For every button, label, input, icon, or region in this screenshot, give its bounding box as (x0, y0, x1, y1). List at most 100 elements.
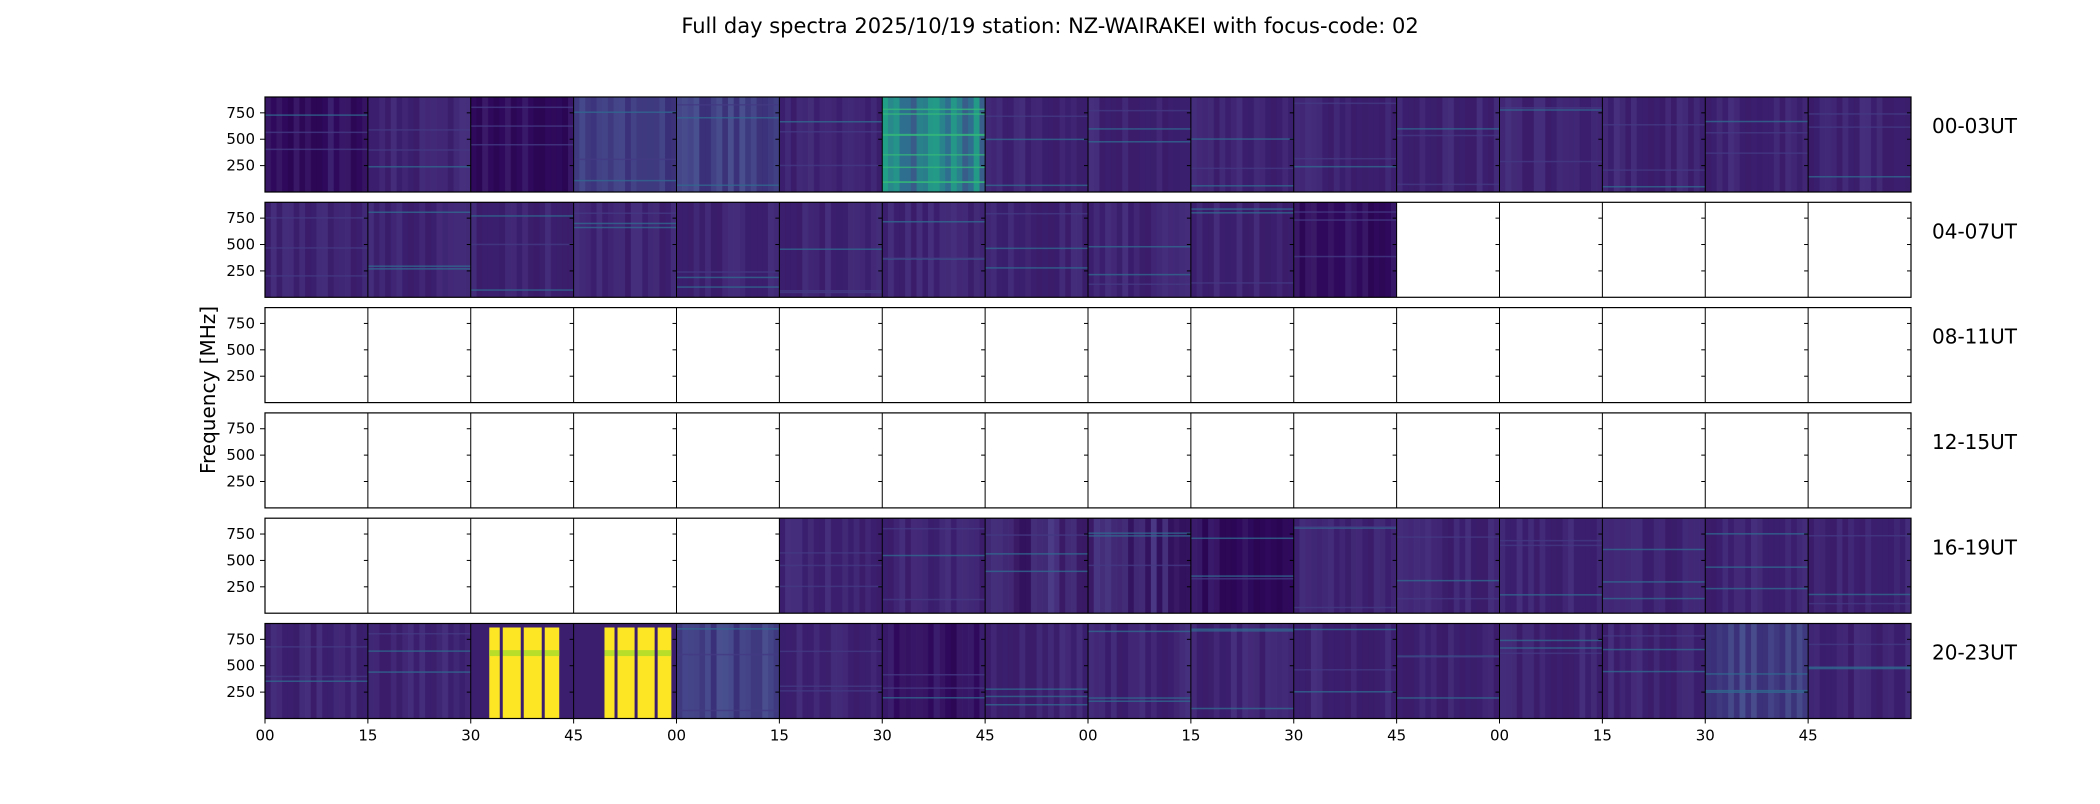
texture-stripe (1128, 202, 1135, 298)
frequency-line (882, 221, 986, 223)
texture-stripe (1230, 97, 1238, 192)
frequency-line (1293, 157, 1397, 160)
texture-stripe (1242, 97, 1249, 192)
texture-stripe (1328, 97, 1335, 192)
spectrum-panel (984, 623, 1089, 719)
texture-stripe (1047, 623, 1055, 719)
texture-stripe (1379, 518, 1386, 614)
frequency-line (882, 554, 986, 557)
texture-stripe (1208, 202, 1215, 298)
texture-stripe (625, 97, 632, 192)
spectrum-panel (1396, 623, 1500, 719)
texture-stripe (1842, 97, 1849, 192)
texture-stripe (1659, 518, 1666, 614)
texture-stripe (1888, 97, 1895, 192)
frequency-line (367, 129, 471, 131)
texture-stripe (1007, 97, 1015, 192)
texture-stripe (1802, 623, 1809, 719)
texture-stripe (413, 97, 420, 192)
frequency-line (470, 289, 574, 291)
texture-stripe (573, 202, 580, 298)
spectrum-panel (573, 518, 677, 614)
texture-stripe (676, 97, 683, 192)
texture-stripe (1099, 97, 1106, 192)
texture-stripe (687, 623, 695, 719)
texture-stripe (1150, 623, 1158, 719)
texture-stripe (1362, 97, 1369, 192)
texture-stripe (842, 97, 849, 192)
texture-stripe (1459, 518, 1466, 614)
panel-empty (676, 412, 780, 508)
texture-stripe (362, 623, 369, 719)
texture-stripe (790, 623, 798, 719)
texture-stripe (962, 202, 969, 298)
texture-stripe (927, 518, 935, 614)
texture-stripe (1625, 97, 1632, 192)
texture-stripe (1133, 623, 1140, 719)
spectrum-panel (1601, 518, 1706, 614)
frequency-line (1499, 107, 1603, 109)
texture-stripe (739, 623, 746, 719)
texture-stripe (465, 202, 472, 298)
texture-stripe (1499, 623, 1506, 719)
texture-stripe (773, 623, 780, 719)
frequency-line (367, 166, 471, 168)
texture-stripe (1710, 623, 1718, 719)
texture-stripe (407, 202, 415, 298)
spectrum-panel (1499, 623, 1603, 719)
texture-stripe (1562, 623, 1569, 719)
texture-stripe (910, 202, 918, 298)
texture-stripe (276, 97, 283, 192)
texture-stripe (1893, 518, 1901, 614)
texture-stripe (893, 518, 900, 614)
texture-stripe (767, 623, 775, 719)
spectrum-panel (881, 97, 986, 192)
texture-stripe (373, 97, 380, 192)
texture-stripe (1539, 623, 1546, 719)
spectrum-panel (1807, 623, 1912, 719)
texture-stripe (1225, 623, 1232, 719)
spectrum-panel (778, 412, 883, 508)
texture-stripe (299, 97, 306, 192)
texture-stripe (1482, 97, 1489, 192)
texture-stripe (1402, 518, 1409, 614)
spectrum-panel (573, 202, 677, 298)
texture-stripe (1785, 623, 1792, 719)
panel-row: 250 500 750 16-19UT (226, 517, 2018, 614)
x-tick-label: 30 (461, 727, 480, 745)
texture-stripe (350, 202, 357, 298)
texture-stripe (293, 97, 300, 192)
texture-stripe (1316, 97, 1323, 192)
texture-stripe (1156, 623, 1163, 719)
texture-stripe (562, 202, 569, 298)
texture-stripe (1088, 202, 1095, 298)
texture-stripe (1185, 97, 1192, 192)
texture-stripe (779, 623, 786, 719)
frequency-line (779, 585, 883, 588)
texture-stripe (1699, 97, 1706, 192)
frequency-line (367, 211, 471, 214)
texture-stripe (1482, 518, 1489, 614)
frequency-line (1088, 283, 1191, 286)
frequency-line (1705, 566, 1809, 568)
texture-stripe (1259, 97, 1266, 192)
texture-stripe (1773, 518, 1781, 614)
spectrum-panel (1704, 97, 1809, 192)
texture-stripe (1248, 202, 1255, 298)
texture-stripe (1150, 202, 1158, 298)
frequency-line (1396, 579, 1500, 582)
texture-stripe (682, 623, 689, 719)
texture-stripe (1339, 623, 1346, 719)
texture-stripe (1813, 97, 1821, 192)
texture-stripe (1059, 202, 1066, 298)
texture-stripe (1396, 518, 1403, 614)
texture-stripe (1007, 623, 1015, 719)
texture-stripe (1556, 97, 1563, 192)
chart-title: Full day spectra 2025/10/19 station: NZ-… (681, 14, 1418, 38)
frequency-line (676, 653, 780, 656)
texture-stripe (996, 202, 1003, 298)
texture-stripe (1379, 97, 1386, 192)
texture-stripe (756, 623, 763, 719)
texture-stripe (1516, 97, 1523, 192)
